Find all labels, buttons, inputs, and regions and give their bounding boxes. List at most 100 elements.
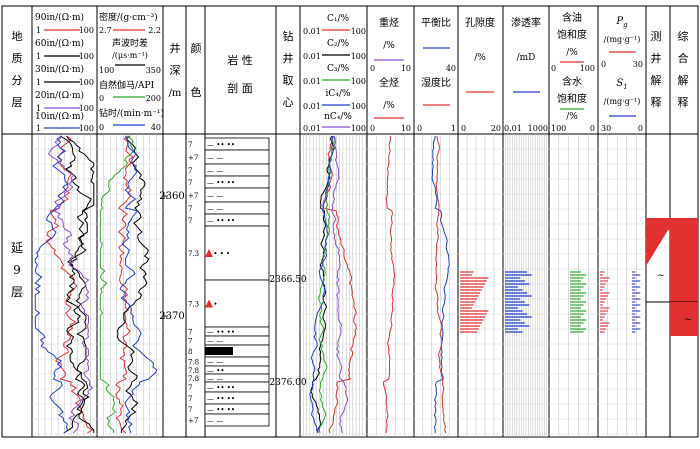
lithology-symbol: — — [207, 417, 223, 425]
lithology-symbol: • • [207, 301, 217, 309]
total-max: 10 [401, 124, 411, 133]
layer-header-c1: 地 [12, 30, 23, 43]
comp-interp: ~ ~ [646, 218, 698, 336]
coal-icon [205, 347, 233, 355]
lithology-code: 7.3 [188, 301, 199, 309]
gas-nc4-curve [331, 135, 349, 434]
lithology-header: 岩 性 剖 面 [227, 53, 253, 95]
resistivity-header: 90in/(Ω·m) 1 100 60in/(Ω·m) 1 100 30in/(… [35, 12, 94, 133]
lithology-symbol: — — [207, 359, 223, 367]
s1-unit: /(mg·g⁻¹) [604, 97, 641, 106]
sonic-max: 350 [146, 66, 161, 75]
color-header: 颜 色 [191, 42, 202, 99]
lithology-cell [204, 413, 270, 427]
lithology-symbol: — — [207, 338, 223, 346]
res-max-5: 100 [79, 124, 94, 133]
gamma-min: 0 [99, 94, 104, 103]
comp-header: 综 合 解 释 [678, 29, 689, 109]
gas-max-1: 100 [351, 27, 366, 36]
gas-max-5: 100 [351, 124, 366, 133]
comp-header-c2: 合 [678, 51, 689, 65]
lithology-code: 7.3 [188, 250, 199, 258]
lithology-code: +7 [188, 192, 198, 200]
depth-tick-label-2: 2370 [159, 311, 184, 322]
lithology-symbol: — •• •• [207, 179, 235, 187]
perm-min: 0.01 [504, 124, 522, 133]
lithology-symbol: — — [207, 167, 223, 175]
core-depths: 2366.50 2376.00 [269, 275, 306, 388]
lithology-code: 7 [188, 384, 192, 392]
res-max-4: 100 [79, 104, 94, 113]
lithology-code: 8 [188, 348, 192, 356]
sat-header: 含油 饱和度 /% 0 100 含水 饱和度 /% 100 0 [551, 11, 595, 133]
comp-wave-icon-2: ~ [684, 315, 692, 325]
gas-c1-curve [322, 135, 357, 434]
layer-header-c3: 分 [12, 74, 23, 87]
layer-name-c3: 层 [11, 285, 23, 299]
gas-max-4: 100 [351, 102, 366, 111]
depth-header: 井 深 /m [169, 41, 182, 99]
lithology-symbol: — •• [207, 367, 224, 375]
gas-max-3: 100 [351, 77, 366, 86]
comp-header-c1: 综 [678, 29, 689, 43]
gas-header: C₁/% 0.01 100 C₂/% 0.01 100 C₃/% 0.01 10… [303, 14, 366, 133]
depth-header-c3: /m [169, 88, 182, 99]
density-label: 密度/(g·cm⁻³) [99, 11, 158, 23]
lithology-code: 7.8 [188, 367, 199, 375]
lithology-code: 7.8 [188, 375, 199, 383]
lithology-symbol: — •• •• [207, 217, 235, 225]
water-sat-max: 0 [590, 124, 595, 133]
layer-name: 延 9 层 [11, 241, 23, 299]
gas-label-2: C₂/% [327, 39, 350, 49]
porosity-header: 密度/(g·cm⁻³) 2.7 2.2 声波时差 /(μs·m⁻¹) 100 3… [99, 11, 164, 132]
s1-max: 0 [638, 124, 643, 133]
gas-min-5: 0.01 [303, 124, 321, 133]
phi-min: 0 [461, 124, 466, 133]
lithology-code: 7 [188, 329, 192, 337]
layer-header-c4: 层 [12, 96, 23, 109]
pg-label: Pg [615, 16, 628, 29]
lithology-symbol: — •• •• [207, 329, 235, 337]
gas-min-2: 0.01 [303, 52, 321, 61]
balance-ratio-curve [431, 135, 450, 434]
phi-header: 孔隙度 /% 0 20 [461, 16, 501, 133]
heavy-min: 0 [370, 64, 375, 73]
res-30in-curve [63, 135, 95, 434]
comp-header-c3: 解 [678, 73, 689, 87]
interp-header-c3: 解 [651, 73, 662, 87]
res-20in-curve [47, 135, 94, 434]
pg-max: 30 [633, 60, 643, 69]
oil-show-icon [205, 299, 213, 308]
phi-max: 20 [491, 124, 501, 133]
oil-sat-unit: /% [566, 48, 578, 58]
balance-ratio-max: 40 [446, 64, 456, 73]
core-header-c1: 钻 [283, 29, 294, 43]
res-max-3: 100 [79, 78, 94, 87]
balance-ratio-label: 平衡比 [421, 17, 451, 29]
drill-curve [119, 135, 158, 434]
lithology-symbol: — •• •• [207, 406, 235, 414]
wetness-ratio-label: 湿度比 [421, 76, 451, 89]
water-sat-label-1: 含水 [562, 75, 582, 88]
density-max: 2.2 [148, 26, 161, 35]
res-90in-curve [45, 135, 94, 434]
depth-scale: 2360 2370 [159, 191, 184, 322]
gas-label-1: C₁/% [327, 14, 350, 24]
total-gas-curve [382, 135, 395, 433]
lithology-code: +7 [188, 154, 198, 162]
comp-block-upper [670, 230, 698, 302]
lithology-symbol: — •• •• [207, 384, 235, 392]
heavy-max: 10 [401, 64, 411, 73]
lithology-code: 7 [188, 179, 192, 187]
oil-sat-max: 100 [580, 64, 595, 73]
core-depth-top: 2366.50 [269, 275, 306, 285]
core-header-c2: 井 [283, 51, 294, 65]
lithology-code: 7 [188, 338, 192, 346]
phi-label: 孔隙度 [465, 16, 495, 29]
lithology-code: 7 [188, 406, 192, 414]
sonic-curve [116, 135, 150, 434]
interp-header-c4: 释 [651, 96, 662, 109]
comp-wave-icon: ~ [657, 271, 665, 281]
pg-min: 0 [601, 60, 606, 69]
s1-min: 30 [601, 124, 611, 133]
